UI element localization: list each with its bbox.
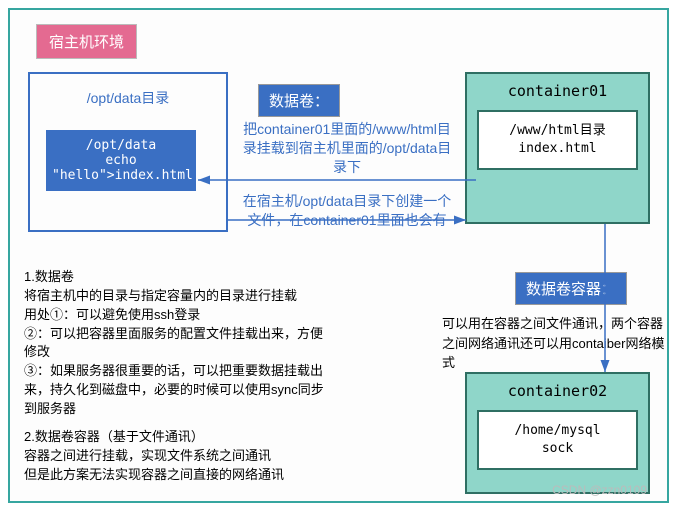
desc-mount: 把container01里面的/www/html目录挂载到宿主机里面的/opt/… <box>242 120 452 177</box>
container02-title: container02 <box>467 374 648 406</box>
tag-volume: 数据卷： <box>258 84 340 117</box>
container02-inner: /home/mysql sock <box>477 410 638 470</box>
desc-container-comm: 可以用在容器之间文件通讯，两个容器之间网络通讯还可以用contaiber网络模式 <box>442 314 667 373</box>
desc-create-file: 在宿主机/opt/data目录下创建一个文件，在container01里面也会有 <box>242 192 452 230</box>
host-box: /opt/data目录 /opt/data echo "hello">index… <box>28 72 228 232</box>
watermark: CSDN @zzn0109 <box>552 483 647 497</box>
tag-volume-container: 数据卷容器： <box>515 272 627 305</box>
host-data-block: /opt/data echo "hello">index.html <box>46 130 196 191</box>
container02-box: container02 /home/mysql sock <box>465 372 650 494</box>
container01-title: container01 <box>467 74 648 106</box>
host-env-label: 宿主机环境 <box>36 24 137 59</box>
container01-inner: /www/html目录 index.html <box>477 110 638 170</box>
container01-box: container01 /www/html目录 index.html <box>465 72 650 224</box>
paragraph-1: 1.数据卷 将宿主机中的目录与指定容量内的目录进行挂载 用处①：可以避免使用ss… <box>24 268 324 419</box>
paragraph-2: 2.数据卷容器（基于文件通讯） 容器之间进行挂载，实现文件系统之间通讯 但是此方… <box>24 428 324 485</box>
host-dir-label: /opt/data目录 <box>30 88 226 108</box>
